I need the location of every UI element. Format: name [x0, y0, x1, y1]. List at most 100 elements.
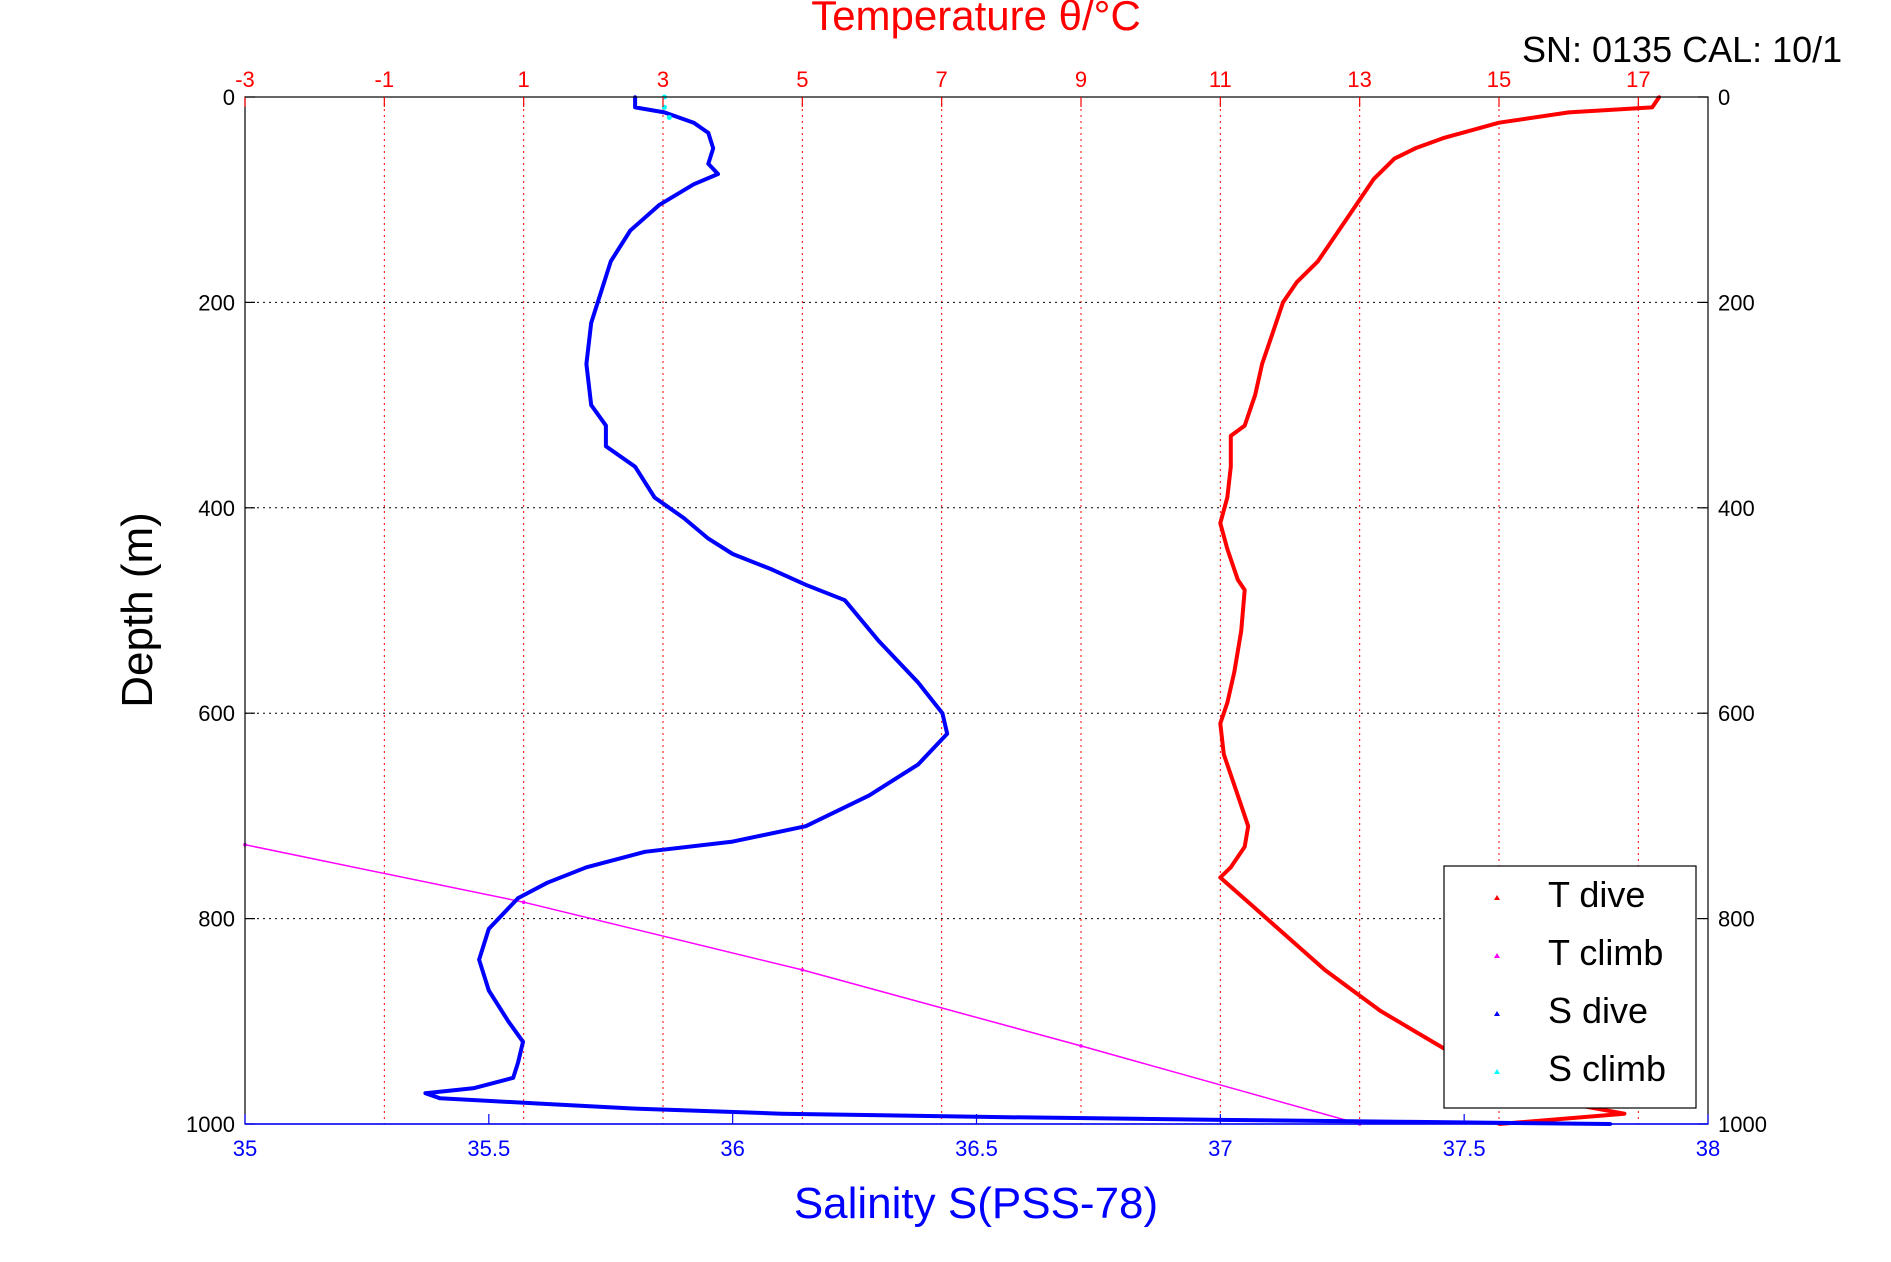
y-tick-label-right: 600: [1718, 701, 1755, 726]
data-point: [1242, 423, 1247, 428]
data-point: [1357, 197, 1362, 202]
data-point: [769, 567, 774, 572]
data-point: [711, 146, 715, 151]
x-top-tick-label: 15: [1487, 67, 1511, 92]
data-point: [604, 444, 608, 449]
data-point: [516, 896, 520, 900]
data-point: [945, 731, 949, 736]
y-tick-label-right: 0: [1718, 85, 1730, 110]
x-top-tick-label: 1: [518, 67, 530, 92]
data-point: [867, 793, 871, 798]
data-point: [730, 839, 735, 844]
data-point: [691, 120, 696, 125]
data-point: [716, 172, 720, 176]
data-point: [1497, 120, 1501, 125]
data-point: [1079, 1044, 1083, 1048]
data-point: [843, 598, 847, 602]
data-point: [1270, 331, 1275, 336]
data-point: [1218, 521, 1223, 525]
series-layer: [243, 94, 1661, 1126]
x-top-tick-label: 17: [1626, 67, 1650, 92]
data-point: [589, 403, 593, 407]
data-point: [511, 1076, 515, 1080]
data-point: [1622, 1111, 1627, 1116]
x-top-tick-label: 5: [796, 67, 808, 92]
data-point: [487, 988, 491, 993]
y-tick-label-right: 400: [1718, 496, 1755, 521]
data-point: [633, 464, 637, 469]
legend-label: T dive: [1548, 874, 1645, 915]
data-point: [1288, 937, 1292, 941]
data-point: [1281, 300, 1285, 305]
legend: T dive T climb S dive S climb: [1443, 865, 1697, 1109]
data-point: [706, 162, 711, 166]
y-tick-label-right: 800: [1718, 907, 1755, 932]
data-point: [1229, 464, 1233, 469]
x-bottom-tick-label: 37: [1208, 1136, 1232, 1161]
data-point: [1218, 875, 1223, 880]
series-t-climb: [243, 842, 1362, 1126]
y-tick-label-left: 200: [198, 290, 235, 315]
data-point: [682, 516, 686, 520]
data-point: [916, 762, 920, 767]
series-line-s-dive: [423, 97, 1611, 1126]
data-point: [1246, 824, 1250, 828]
data-point: [487, 927, 491, 931]
data-point: [1371, 177, 1376, 181]
data-point: [1441, 136, 1446, 140]
data-point: [706, 131, 711, 135]
data-point: [438, 1096, 442, 1101]
data-point: [730, 552, 735, 556]
data-point: [477, 957, 481, 962]
data-point: [633, 105, 637, 110]
data-point: [472, 1086, 477, 1090]
data-point: [1650, 105, 1655, 110]
data-point: [604, 423, 608, 428]
x-bottom-tick-label: 37.5: [1443, 1136, 1486, 1161]
data-point: [516, 1060, 520, 1065]
data-point: [628, 228, 633, 233]
y-tick-label-left: 400: [198, 496, 235, 521]
data-point: [666, 115, 672, 120]
data-point: [584, 362, 589, 366]
data-point: [643, 850, 647, 854]
data-point: [1225, 701, 1230, 705]
data-point: [916, 680, 920, 685]
data-point: [779, 1111, 784, 1116]
data-point: [1413, 146, 1418, 151]
x-top-tick-label: 9: [1075, 67, 1087, 92]
y-tick-label-left: 800: [198, 907, 235, 932]
data-point: [1225, 495, 1230, 500]
data-point: [609, 259, 613, 264]
x-top-tick-label: 11: [1209, 67, 1232, 92]
x-axis-title: Salinity S(PSS-78): [794, 1179, 1158, 1228]
x-bottom-tick-label: 36: [720, 1136, 744, 1161]
legend-label: S climb: [1548, 1048, 1666, 1089]
x-top-tick-label: 7: [936, 67, 948, 92]
legend-box: [1443, 865, 1697, 1109]
legend-marker: [1494, 1011, 1500, 1016]
data-point: [804, 583, 808, 587]
legend-marker: [1494, 1069, 1500, 1074]
x-top-tick-label: 13: [1347, 67, 1371, 92]
x-top-tick-label: 3: [657, 67, 669, 92]
data-point: [1236, 577, 1240, 582]
x-top-tick-label: -3: [235, 67, 255, 92]
y-tick-label-left: 1000: [186, 1112, 235, 1137]
data-point: [584, 865, 589, 870]
data-point: [1239, 629, 1243, 633]
data-point: [1316, 259, 1320, 264]
data-point: [800, 968, 805, 972]
data-point: [1295, 280, 1299, 284]
x-bottom-tick-label: 38: [1696, 1136, 1720, 1161]
data-point: [1222, 752, 1226, 757]
data-point: [1323, 968, 1327, 972]
data-point: [706, 536, 711, 541]
series-line-t-dive: [1218, 95, 1661, 1126]
y-tick-label-left: 600: [198, 701, 235, 726]
data-point: [1242, 588, 1247, 592]
data-point: [589, 321, 593, 325]
y-tick-label-right: 1000: [1718, 1112, 1767, 1137]
